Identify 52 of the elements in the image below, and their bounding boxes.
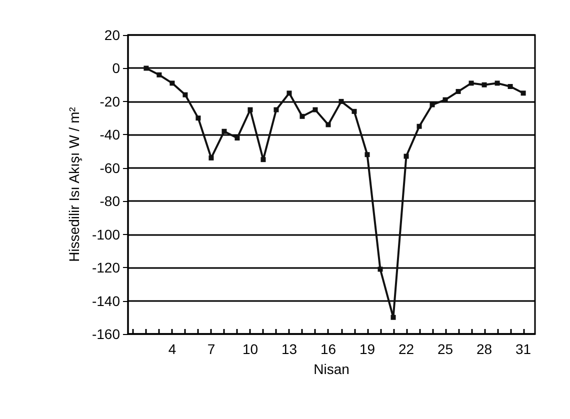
y-tick-label: -120 (92, 260, 120, 276)
point (144, 66, 149, 71)
point (520, 90, 526, 96)
y-tick-label: -40 (100, 126, 120, 143)
point (312, 107, 318, 112)
point (286, 90, 292, 96)
point (430, 102, 435, 108)
y-tick-label: -20 (100, 93, 120, 110)
point (196, 116, 201, 121)
point (508, 84, 513, 89)
point (156, 72, 162, 78)
point (326, 122, 331, 128)
point (170, 80, 175, 86)
point (442, 97, 448, 102)
point (468, 80, 474, 86)
x-tick-label: 19 (359, 341, 376, 357)
point (260, 157, 266, 162)
point (378, 266, 383, 272)
y-tick-label: -160 (92, 326, 120, 342)
point (404, 154, 409, 159)
y-tick-label: -140 (92, 292, 120, 309)
y-tick-label: -80 (100, 193, 120, 210)
x-tick-label: 13 (281, 341, 298, 357)
point (390, 314, 396, 320)
point (182, 92, 188, 98)
point (482, 82, 487, 88)
point (300, 114, 305, 119)
point (352, 108, 357, 114)
point (208, 155, 214, 160)
point (222, 128, 227, 134)
x-tick-label: 31 (516, 341, 532, 357)
y-tick-label: 20 (104, 27, 120, 43)
point (456, 88, 461, 94)
x-tick-label: 22 (398, 341, 414, 357)
point (234, 135, 240, 140)
x-tick-label: 28 (476, 341, 492, 357)
y-axis-title: Hissedilir Isı Akışı W / m² (66, 106, 82, 262)
x-axis-title: Nisan (314, 361, 350, 377)
point (248, 107, 253, 112)
point (338, 98, 344, 104)
x-tick-label: 7 (207, 341, 216, 357)
point (494, 80, 500, 86)
point (274, 107, 279, 112)
point (364, 152, 370, 158)
x-tick-label: 25 (437, 341, 454, 357)
x-tick-label: 4 (168, 341, 176, 357)
y-tick-label: -100 (92, 226, 120, 242)
y-tick-label: 0 (112, 60, 120, 76)
x-tick-label: 10 (242, 341, 258, 357)
y-tick-label: -60 (100, 160, 120, 176)
x-tick-label: 16 (320, 341, 336, 357)
point (416, 124, 422, 129)
